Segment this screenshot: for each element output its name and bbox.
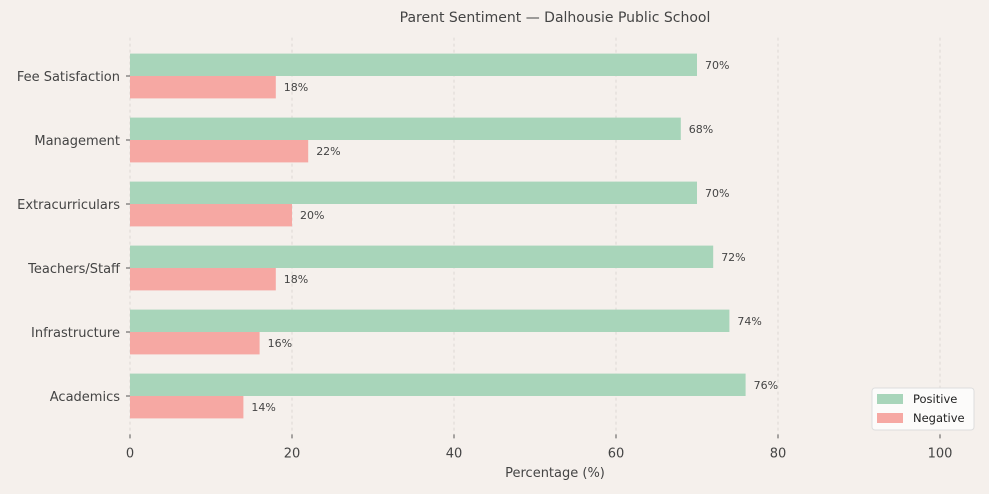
bar-negative: [130, 76, 276, 99]
x-tick-label: 40: [446, 446, 463, 461]
bar-positive: [130, 309, 730, 332]
data-label: 14%: [251, 401, 275, 414]
bar-negative: [130, 268, 276, 291]
y-tick-label: Management: [34, 134, 120, 149]
x-tick-label: 20: [284, 446, 301, 461]
bar-positive: [130, 117, 681, 140]
x-tick-label: 0: [126, 446, 134, 461]
data-label: 76%: [754, 379, 778, 392]
y-tick-label: Teachers/Staff: [27, 262, 121, 277]
y-tick-label: Academics: [50, 390, 120, 405]
legend-swatch: [877, 394, 903, 404]
data-label: 22%: [316, 145, 340, 158]
bar-negative: [130, 396, 244, 419]
bar-negative: [130, 204, 292, 227]
x-tick-label: 60: [608, 446, 625, 461]
x-tick-label: 80: [770, 446, 787, 461]
legend-label: Positive: [913, 392, 957, 406]
data-label: 72%: [721, 251, 745, 264]
data-label: 20%: [300, 209, 324, 222]
data-label: 18%: [284, 273, 308, 286]
data-label: 70%: [705, 59, 729, 72]
legend-swatch: [877, 413, 903, 423]
data-label: 16%: [268, 337, 292, 350]
legend-label: Negative: [913, 411, 965, 425]
y-tick-label: Fee Satisfaction: [17, 70, 120, 85]
y-tick-label: Extracurriculars: [17, 198, 120, 213]
legend: Positive Negative: [871, 387, 975, 431]
bar-positive: [130, 181, 697, 204]
bar-positive: [130, 373, 746, 396]
bar-negative: [130, 332, 260, 355]
bar-negative: [130, 140, 309, 163]
data-label: 70%: [705, 187, 729, 200]
data-label: 74%: [737, 315, 761, 328]
data-label: 68%: [689, 123, 713, 136]
y-tick-label: Infrastructure: [31, 326, 120, 341]
chart-title: Parent Sentiment — Dalhousie Public Scho…: [400, 10, 711, 26]
bar-positive: [130, 53, 697, 76]
data-label: 18%: [284, 81, 308, 94]
bar-positive: [130, 245, 714, 268]
x-axis-label: Percentage (%): [505, 466, 605, 481]
x-tick-label: 100: [928, 446, 953, 461]
